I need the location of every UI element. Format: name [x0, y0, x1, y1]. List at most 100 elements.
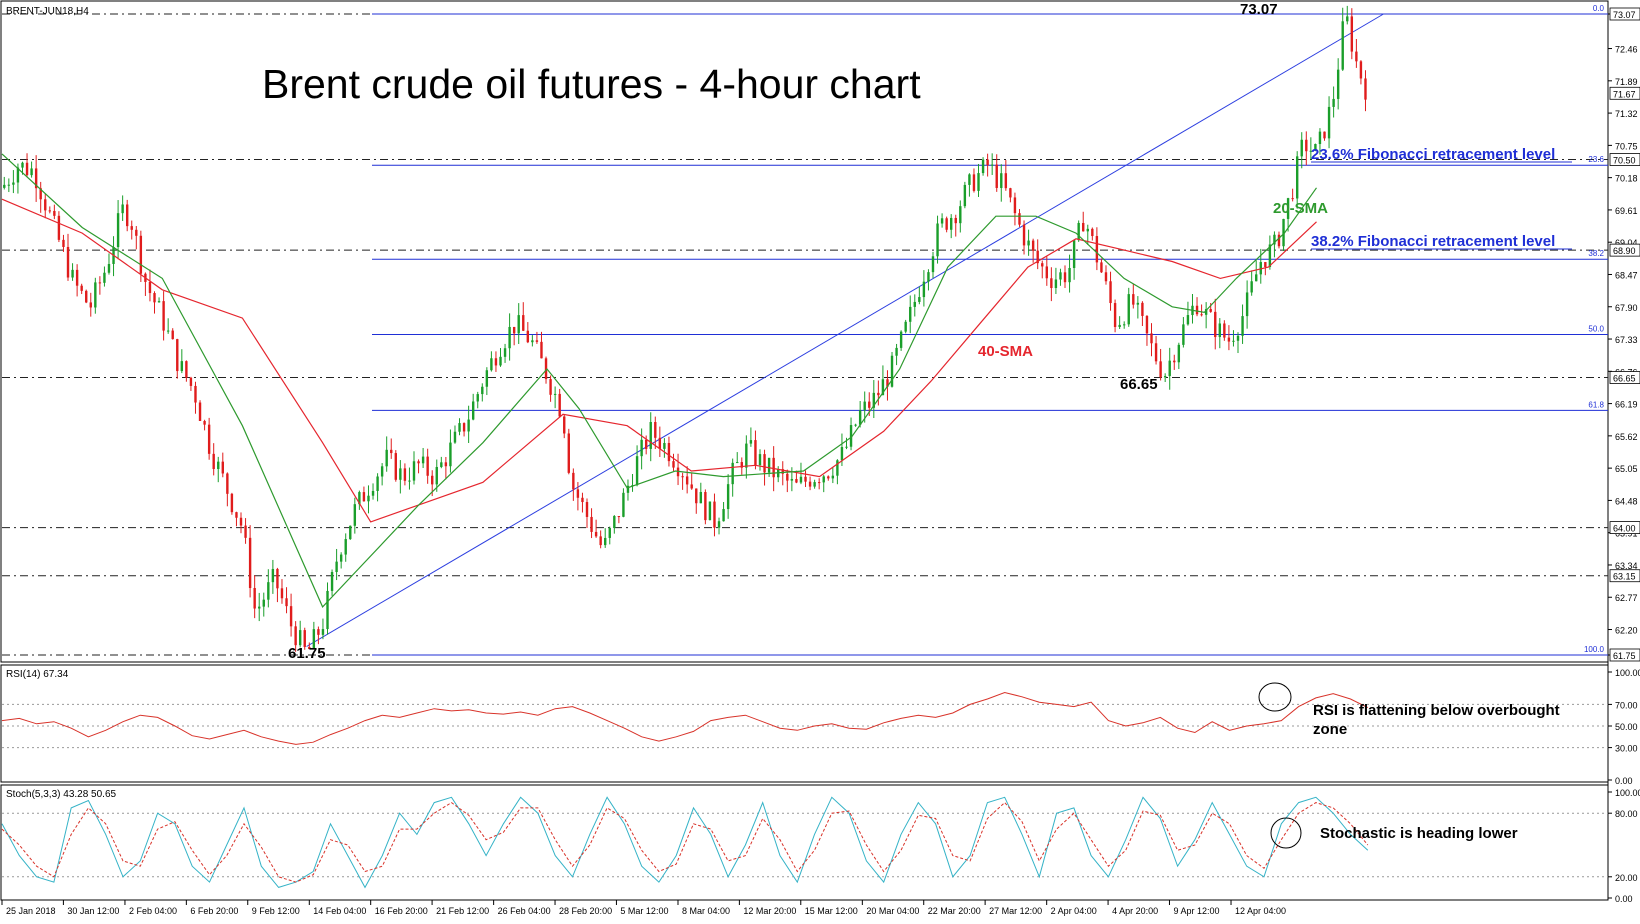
candle-body: [462, 423, 466, 432]
candle-body: [312, 629, 316, 649]
candle-body: [795, 479, 798, 483]
candle-body: [330, 572, 334, 591]
candle-body: [849, 425, 853, 447]
candle-body: [640, 439, 643, 457]
price-tick-label: 64.48: [1615, 496, 1638, 506]
candle-body: [176, 339, 179, 372]
fib-level-label: 61.8: [1588, 400, 1604, 409]
candle-body: [963, 184, 967, 207]
price-tick-label: 67.90: [1615, 303, 1638, 313]
candle-body: [499, 356, 502, 366]
stoch-tick-label: 100.00: [1615, 788, 1640, 798]
candle-body: [1350, 16, 1354, 52]
candle-body: [722, 509, 725, 522]
candle-body: [1141, 302, 1144, 316]
price-tick-label: 62.77: [1615, 593, 1638, 603]
candle-body: [390, 449, 393, 454]
price-tag-label: 70.50: [1613, 156, 1636, 166]
candle-body: [654, 422, 657, 438]
price-tick-label: 71.32: [1615, 109, 1638, 119]
candle-body: [1072, 240, 1076, 268]
time-tick-label: 27 Mar 12:00: [989, 906, 1042, 916]
rsi-highlight-circle: [1258, 682, 1292, 712]
candle-body: [886, 379, 889, 387]
candle-body: [490, 358, 493, 371]
candle-body: [977, 173, 980, 191]
stoch-header: Stoch(5,3,3) 43.28 50.65: [6, 789, 117, 800]
candle-body: [408, 480, 411, 482]
candle-body: [239, 517, 243, 526]
candle-body: [1154, 343, 1158, 362]
time-tick-label: 20 Mar 04:00: [866, 906, 919, 916]
price-tick-label: 68.47: [1615, 270, 1638, 280]
stoch-k-line: [1, 796, 1369, 889]
candle-body: [1264, 262, 1267, 268]
candle-body: [1195, 305, 1199, 315]
candle-body: [1346, 16, 1349, 22]
candle-body: [153, 293, 156, 303]
candle-body: [235, 512, 238, 518]
candle-body: [1159, 361, 1162, 378]
time-tick-label: 14 Feb 04:00: [313, 906, 366, 916]
candle-body: [180, 361, 184, 372]
candle-body: [667, 442, 671, 462]
candle-body: [1132, 294, 1135, 305]
candle-body: [1050, 278, 1053, 289]
rsi-tick-label: 70.00: [1615, 700, 1638, 710]
candle-body: [731, 462, 734, 485]
candle-body: [918, 297, 921, 302]
candle-body: [139, 235, 143, 274]
sma20-annotation: 20-SMA: [1273, 200, 1328, 217]
candle-body: [53, 210, 56, 216]
candle-body: [868, 401, 871, 408]
candle-body: [1241, 316, 1244, 336]
candle-body: [749, 440, 753, 444]
candle-body: [745, 443, 748, 468]
candle-body: [863, 401, 866, 411]
candle-body: [1291, 198, 1294, 200]
high-label: 73.07: [1240, 1, 1278, 18]
time-tick-label: 4 Apr 20:00: [1112, 906, 1158, 916]
candle-body: [48, 210, 52, 212]
candle-body: [549, 379, 552, 395]
candle-body: [690, 484, 693, 489]
time-tick-label: 15 Mar 12:00: [805, 906, 858, 916]
candle-body: [585, 502, 589, 517]
price-tick-label: 65.05: [1615, 464, 1638, 474]
candle-body: [1359, 61, 1363, 79]
candle-body: [1127, 294, 1130, 325]
candle-body: [899, 331, 903, 348]
candle-body: [904, 321, 907, 332]
candle-body: [103, 272, 106, 283]
candle-body: [1091, 228, 1094, 237]
candle-body: [1045, 266, 1049, 279]
fib-level-label: 38.2: [1588, 249, 1604, 258]
price-tag-box: [1609, 7, 1640, 21]
candle-body: [1000, 173, 1003, 188]
fib-236-annotation: 23.6% Fibonacci retracement level: [1311, 146, 1555, 163]
candle-body: [968, 174, 971, 185]
candle-body: [62, 239, 65, 247]
candle-body: [467, 419, 470, 432]
time-tick-label: 2 Feb 04:00: [129, 906, 177, 916]
candle-body: [922, 281, 926, 298]
candle-body: [116, 213, 120, 248]
candle-body: [1355, 51, 1358, 62]
candle-body: [1122, 324, 1126, 326]
candle-body: [380, 466, 384, 477]
candle-body: [517, 315, 520, 334]
time-tick-label: 16 Feb 20:00: [375, 906, 428, 916]
candle-body: [166, 330, 170, 332]
candle-body: [285, 598, 288, 607]
candle-body: [107, 263, 111, 273]
price-tick-label: 70.75: [1615, 141, 1638, 151]
candle-body: [858, 410, 862, 425]
rising-trendline: [306, 13, 1384, 647]
candle-body: [289, 606, 293, 627]
candle-body: [30, 168, 33, 176]
candle-body: [927, 272, 930, 282]
candle-body: [1013, 197, 1017, 214]
time-tick-label: 26 Feb 04:00: [498, 906, 551, 916]
candle-body: [189, 377, 193, 386]
candle-body: [258, 606, 261, 609]
